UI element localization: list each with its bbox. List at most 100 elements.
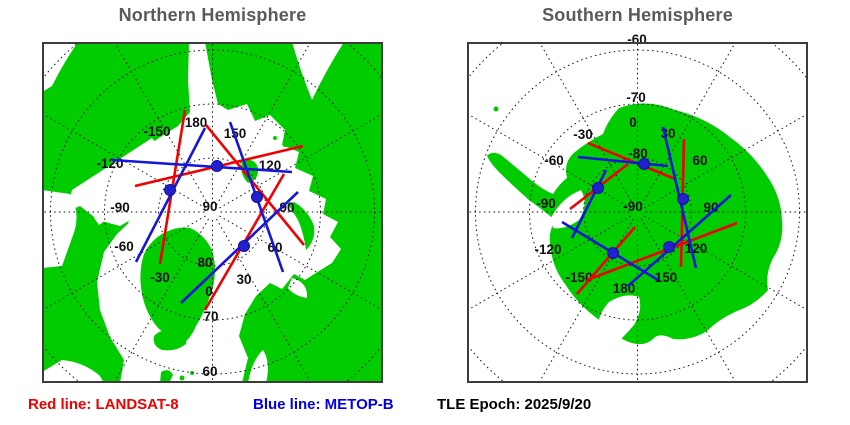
- landmass: [42, 42, 190, 383]
- latitude-circle: [104, 103, 321, 321]
- metopb-track: [111, 158, 293, 174]
- meridian-line: [538, 42, 634, 206]
- meridian-line: [219, 112, 383, 209]
- graticule-label: -90: [536, 196, 556, 211]
- satellite-dot-marker: [663, 241, 675, 253]
- graticule-label: -60: [627, 32, 647, 47]
- landsat8-track: [587, 141, 676, 181]
- graticule-label: 60: [692, 153, 707, 168]
- landsat8-track: [204, 124, 306, 246]
- meridian-line: [42, 215, 206, 312]
- metopb-track: [627, 194, 732, 287]
- meridian-line: [644, 112, 808, 209]
- graticule-label: 0: [205, 284, 213, 299]
- latitude-circle: [158, 157, 267, 267]
- island: [288, 202, 315, 250]
- graticule-label: -30: [573, 127, 593, 142]
- graticule-label: -120: [96, 156, 123, 171]
- meridian-line: [641, 218, 737, 383]
- landsat8-track: [586, 221, 738, 282]
- satellite-dot-marker: [211, 160, 223, 172]
- meridian-line: [219, 215, 383, 312]
- meridian-line: [467, 215, 631, 312]
- graticule-label: 120: [685, 241, 708, 256]
- south-map-title: Southern Hemisphere: [542, 5, 733, 25]
- meridian-line: [42, 112, 206, 209]
- metopb-track: [570, 169, 608, 239]
- south-hemisphere-map: -60-70-80-90030-3060-6090-90120-120150-1…: [467, 32, 808, 383]
- graticule-label: -30: [150, 270, 170, 285]
- satellite-dot-marker: [251, 191, 263, 203]
- land-layer: [487, 103, 783, 346]
- graticule-label: -60: [114, 239, 134, 254]
- map-border: [42, 42, 383, 383]
- graticule-labels: -60-70-80-90030-3060-6090-90120-120150-1…: [534, 32, 718, 296]
- graticule-label: 150: [655, 270, 678, 285]
- graticule-label: 90: [703, 200, 718, 215]
- sea-inlet: [292, 42, 344, 100]
- satellite-dot-marker: [638, 158, 650, 170]
- graticule-label: -90: [623, 199, 643, 214]
- satellite-dot-marker: [164, 184, 176, 196]
- land-layer: [42, 42, 383, 383]
- sea-inlet: [42, 360, 104, 383]
- north-map-title: Northern Hemisphere: [118, 5, 307, 25]
- graticule-label: 30: [236, 272, 251, 287]
- satellite-dot-marker: [238, 240, 250, 252]
- graticule-label: -150: [565, 270, 592, 285]
- legend-blue-metopb: Blue line: METOP-B: [253, 396, 394, 413]
- graticule-label: 60: [202, 364, 217, 379]
- graticule-label: 90: [279, 200, 294, 215]
- satellite-dot-marker: [592, 182, 604, 194]
- latitude-circle: [583, 157, 692, 267]
- graticule-label: -150: [143, 124, 170, 139]
- graticule-label: 70: [203, 309, 218, 324]
- sea-inlet: [248, 350, 268, 383]
- sea-inlet: [94, 166, 169, 225]
- graticule-layer: [467, 42, 808, 383]
- graticule-label: -60: [544, 153, 564, 168]
- latitude-circle: [475, 49, 800, 375]
- sea-inlet: [596, 295, 641, 346]
- small-island: [493, 106, 499, 112]
- sea-inlet: [42, 42, 78, 92]
- sea-inlet: [42, 190, 77, 268]
- graticule-label: 0: [629, 115, 637, 130]
- graticule-layer: [42, 42, 383, 383]
- island: [153, 328, 187, 351]
- meridian-line: [538, 218, 634, 383]
- graticule-label: -120: [534, 242, 561, 257]
- latitude-circle: [529, 103, 746, 321]
- meridian-line: [467, 112, 631, 209]
- sea-inlet: [551, 190, 585, 229]
- small-island: [179, 375, 185, 381]
- satellite-position-layer: [164, 160, 263, 252]
- meridian-line: [641, 42, 737, 206]
- landmass: [205, 42, 383, 383]
- sea-inlet: [288, 278, 308, 298]
- sea-inlet: [72, 138, 158, 198]
- latitude-circle: [50, 49, 375, 375]
- graticule-label: -70: [626, 90, 646, 105]
- satellite-dot-marker: [677, 193, 689, 205]
- graticule-label: 80: [197, 255, 212, 270]
- sea-inlet: [128, 208, 158, 230]
- landsat8-track: [576, 226, 636, 295]
- meridian-line: [113, 218, 209, 383]
- map-border: [467, 42, 808, 383]
- small-island: [283, 143, 287, 147]
- graticule-label: -80: [628, 146, 648, 161]
- small-island: [290, 120, 294, 124]
- landmass: [487, 103, 783, 345]
- meridian-line: [216, 218, 312, 383]
- tle-epoch-label: TLE Epoch: 2025/9/20: [437, 396, 592, 413]
- island: [140, 227, 215, 346]
- small-island: [273, 136, 277, 140]
- meridian-line: [113, 42, 209, 206]
- graticule-label: 90: [202, 199, 217, 214]
- metopb-track: [577, 155, 669, 168]
- meridian-line: [216, 42, 312, 206]
- graticule-label: 180: [185, 115, 208, 130]
